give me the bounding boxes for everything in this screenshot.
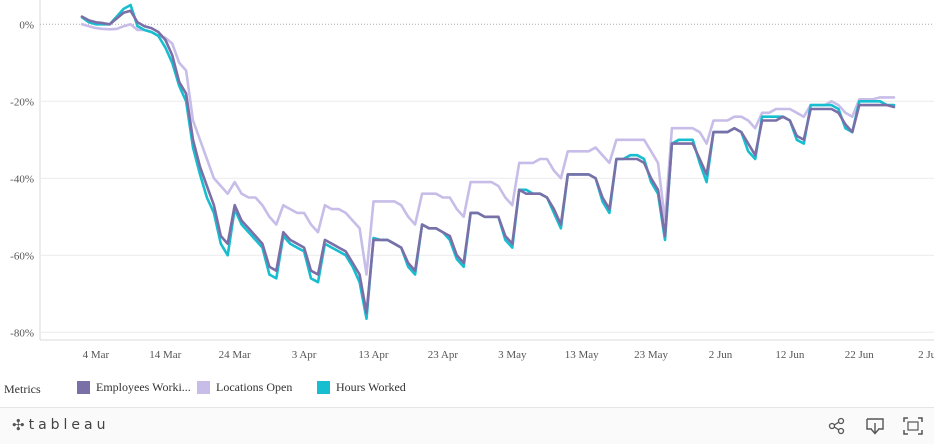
x-tick-label: 12 Jun <box>775 349 805 361</box>
x-tick-label: 23 May <box>634 349 668 361</box>
x-tick-label: 2 Jul <box>918 349 934 361</box>
series-line-locations-open[interactable] <box>80 22 896 276</box>
legend-swatch <box>317 381 330 394</box>
download-icon <box>866 418 884 435</box>
legend: Metrics Employees Worki... Locations Ope… <box>0 378 934 400</box>
tableau-logo[interactable]: ✣ tableau <box>12 416 110 434</box>
series-lines <box>80 3 896 321</box>
legend-label: Hours Worked <box>336 380 406 394</box>
legend-label: Locations Open <box>216 380 293 394</box>
legend-label: Employees Worki... <box>96 380 191 394</box>
x-tick-label: 22 Jun <box>845 349 875 361</box>
x-tick-label: 3 May <box>498 349 527 361</box>
legend-title: Metrics <box>4 382 41 396</box>
tableau-logo-icon: ✣ <box>12 416 25 434</box>
y-tick-label: -60% <box>10 250 34 262</box>
x-axis-ticks: 4 Mar 14 Mar 24 Mar 3 Apr 13 Apr 23 Apr 3 May 1… <box>83 349 934 361</box>
share-button[interactable] <box>826 416 848 436</box>
legend-item-locations-open[interactable]: Locations Open <box>197 380 292 395</box>
x-tick-label: 13 May <box>565 349 599 361</box>
series-line-employees-worki[interactable] <box>80 9 896 315</box>
gridlines <box>39 0 934 341</box>
x-tick-label: 3 Apr <box>292 349 317 361</box>
legend-item-hours-worked[interactable]: Hours Worked <box>317 380 406 395</box>
y-tick-label: 0% <box>19 19 34 31</box>
x-tick-label: 23 Apr <box>428 349 459 361</box>
x-tick-label: 4 Mar <box>83 349 110 361</box>
fullscreen-button[interactable] <box>902 416 924 436</box>
share-icon <box>828 417 845 435</box>
line-chart: 0% -20% -40% -60% -80% 4 Mar 14 Mar 24 Mar 3 Ap… <box>10 0 934 361</box>
legend-swatch <box>77 381 90 394</box>
footer-toolbar: ✣ tableau <box>0 407 934 444</box>
fullscreen-icon <box>903 417 923 435</box>
y-axis-ticks: 0% -20% -40% -60% -80% <box>10 19 34 339</box>
legend-item-employees-working[interactable]: Employees Worki... <box>77 380 191 395</box>
series-line-hours-worked[interactable] <box>80 3 896 321</box>
legend-swatch <box>197 381 210 394</box>
x-tick-label: 14 Mar <box>149 349 181 361</box>
logo-text: tableau <box>28 417 110 433</box>
y-tick-label: -40% <box>10 173 34 185</box>
y-tick-label: -80% <box>10 327 34 339</box>
y-tick-label: -20% <box>10 96 34 108</box>
x-tick-label: 24 Mar <box>219 349 251 361</box>
download-button[interactable] <box>864 416 886 436</box>
x-tick-label: 13 Apr <box>358 349 389 361</box>
x-tick-label: 2 Jun <box>709 349 733 361</box>
